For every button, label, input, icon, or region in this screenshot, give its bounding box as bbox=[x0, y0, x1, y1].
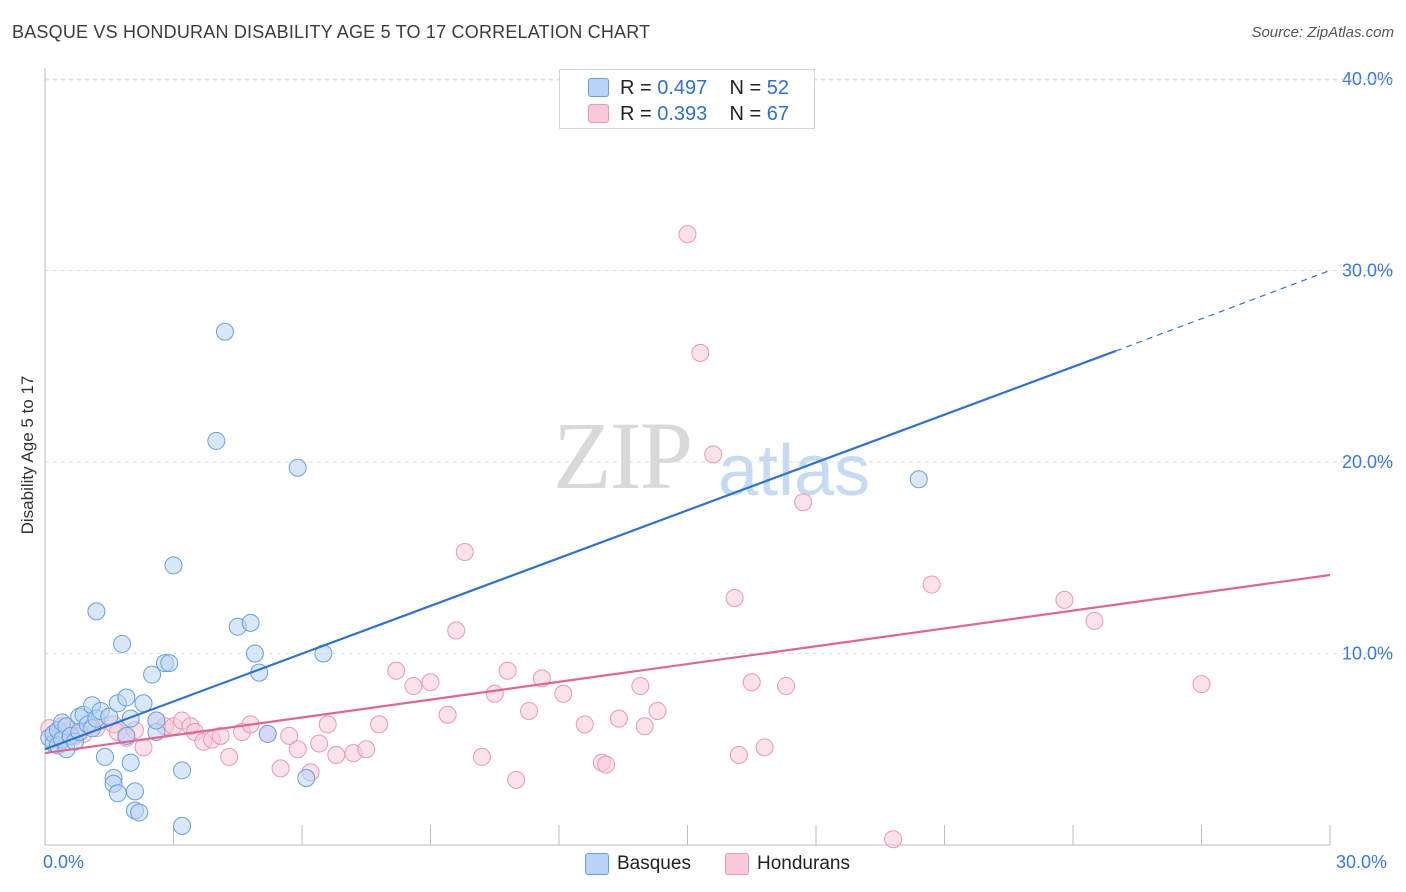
honduran-point bbox=[609, 709, 628, 728]
honduran-point bbox=[507, 770, 526, 789]
x-tick-label-min: 0.0% bbox=[43, 852, 85, 872]
honduran-point bbox=[554, 684, 573, 703]
n-label: N = bbox=[729, 77, 762, 99]
y-tick-label: 10.0% bbox=[1342, 644, 1393, 664]
basque-point bbox=[173, 761, 192, 780]
honduran-point bbox=[498, 661, 517, 680]
hondurans-legend-swatch bbox=[725, 853, 749, 875]
basque-point bbox=[909, 470, 928, 489]
honduran-point bbox=[884, 830, 903, 849]
basque-point bbox=[117, 726, 136, 745]
honduran-point bbox=[134, 738, 153, 757]
honduran-swatch bbox=[588, 104, 609, 123]
honduran-point bbox=[520, 701, 539, 720]
r-label: R = bbox=[620, 103, 652, 125]
source-label: Source: ZipAtlas.com bbox=[1251, 24, 1394, 41]
honduran-point bbox=[271, 759, 290, 778]
honduran-point bbox=[691, 343, 710, 362]
basque-point bbox=[121, 753, 140, 772]
honduran-point bbox=[455, 543, 474, 562]
stats-legend: R = 0.497 N = 52 R = 0.393 N = 67 bbox=[559, 69, 815, 129]
honduran-point bbox=[472, 747, 491, 766]
basque-point bbox=[113, 634, 132, 653]
honduran-point bbox=[922, 575, 941, 594]
honduran-point bbox=[648, 701, 667, 720]
honduran-point bbox=[288, 740, 307, 759]
honduran-point bbox=[777, 677, 796, 696]
watermark-zip: ZIP bbox=[553, 402, 693, 509]
basque-point bbox=[130, 803, 149, 822]
basque-point bbox=[288, 458, 307, 477]
honduran-point bbox=[1192, 675, 1211, 694]
honduran-point bbox=[310, 734, 329, 753]
honduran-point bbox=[678, 225, 697, 244]
basque-point bbox=[241, 613, 260, 632]
honduran-point bbox=[357, 740, 376, 759]
honduran-point bbox=[1085, 611, 1104, 630]
honduran-point bbox=[318, 715, 337, 734]
basque-point bbox=[143, 665, 162, 684]
honduran-point bbox=[729, 745, 748, 764]
honduran-point bbox=[421, 673, 440, 692]
y-tick-label: 40.0% bbox=[1342, 69, 1393, 89]
honduran-point bbox=[755, 738, 774, 757]
basque-trend-line bbox=[44, 349, 1117, 751]
honduran-point bbox=[404, 677, 423, 696]
hondurans-legend-label: Hondurans bbox=[757, 853, 850, 874]
honduran-point bbox=[631, 677, 650, 696]
honduran-point bbox=[387, 661, 406, 680]
honduran-point bbox=[597, 755, 616, 774]
honduran-n-value: 67 bbox=[766, 103, 790, 125]
honduran-point bbox=[327, 745, 346, 764]
honduran-point bbox=[485, 684, 504, 703]
basques-legend-label: Basques bbox=[617, 853, 691, 874]
basque-point bbox=[108, 784, 127, 803]
basque-point bbox=[245, 644, 264, 663]
basque-point bbox=[125, 782, 144, 801]
y-tick-label: 20.0% bbox=[1342, 452, 1393, 472]
honduran-point bbox=[370, 715, 389, 734]
basque-r-value: 0.497 bbox=[657, 77, 708, 99]
basque-point bbox=[121, 709, 140, 728]
honduran-point bbox=[725, 588, 744, 607]
basque-point bbox=[87, 602, 106, 621]
honduran-point bbox=[635, 717, 654, 736]
basque-point bbox=[164, 556, 183, 575]
honduran-point bbox=[794, 493, 813, 512]
honduran-point bbox=[211, 726, 230, 745]
honduran-point bbox=[1055, 590, 1074, 609]
honduran-point bbox=[280, 726, 299, 745]
basque-point bbox=[117, 688, 136, 707]
basque-swatch bbox=[588, 78, 609, 97]
basque-point bbox=[258, 724, 277, 743]
honduran-r-value: 0.393 bbox=[657, 103, 708, 125]
basque-point bbox=[173, 816, 192, 835]
basque-point bbox=[207, 431, 226, 450]
basque-point bbox=[215, 322, 234, 341]
basque-trend-extension bbox=[1115, 269, 1331, 352]
honduran-point bbox=[220, 747, 239, 766]
honduran-point bbox=[438, 705, 457, 724]
honduran-point bbox=[704, 445, 723, 464]
n-label: N = bbox=[729, 103, 762, 125]
honduran-point bbox=[447, 621, 466, 640]
y-tick-label: 30.0% bbox=[1342, 261, 1393, 281]
x-tick-label-max: 30.0% bbox=[1336, 852, 1388, 872]
basque-point bbox=[297, 768, 316, 787]
basque-point bbox=[160, 654, 179, 673]
honduran-trend-line bbox=[44, 573, 1331, 755]
basque-n-value: 52 bbox=[766, 77, 790, 99]
honduran-point bbox=[742, 673, 761, 692]
basque-point bbox=[147, 711, 166, 730]
honduran-point bbox=[575, 715, 594, 734]
r-label: R = bbox=[620, 77, 652, 99]
basque-point bbox=[95, 747, 114, 766]
chart-title: BASQUE VS HONDURAN DISABILITY AGE 5 TO 1… bbox=[12, 22, 651, 42]
basques-legend-swatch bbox=[585, 853, 609, 875]
